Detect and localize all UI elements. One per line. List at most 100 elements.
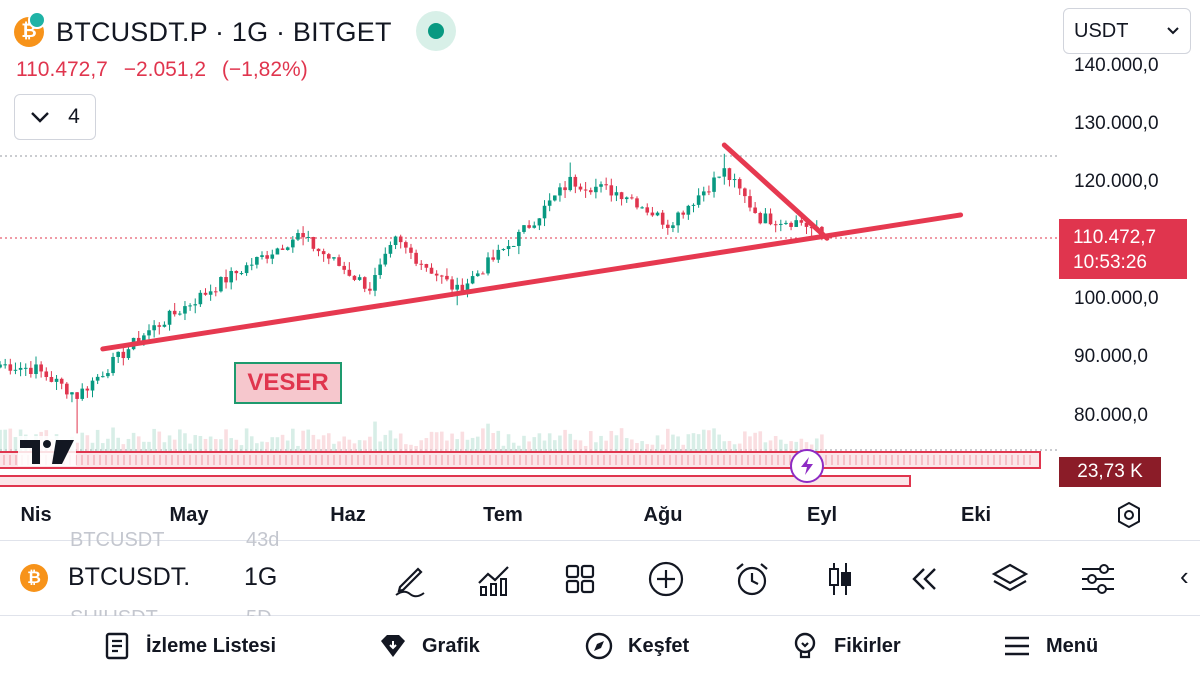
volume-bar	[229, 438, 233, 452]
volume-bar	[332, 443, 336, 452]
volume-bar	[419, 440, 424, 452]
rewind-icon[interactable]	[904, 559, 944, 599]
volume-bar	[594, 442, 598, 452]
nav-explore[interactable]: Keşfet	[584, 630, 689, 662]
layers-icon[interactable]	[990, 559, 1030, 599]
volume-bar	[296, 445, 300, 452]
price-chart[interactable]	[0, 0, 1200, 540]
nav-chart[interactable]: Grafik	[378, 630, 480, 662]
candle	[157, 322, 162, 335]
chart-header[interactable]: ₿ BTCUSDT.P · 1G · BITGET	[14, 11, 392, 52]
indicators-icon[interactable]	[474, 559, 514, 599]
plus-icon[interactable]	[646, 559, 686, 599]
volume-bar	[167, 435, 172, 452]
market-open-status-icon[interactable]	[416, 11, 456, 51]
candle	[594, 178, 598, 199]
volume-bar	[645, 444, 650, 452]
candle	[188, 303, 192, 311]
volume-bar	[126, 438, 131, 452]
volume-bar	[265, 442, 269, 452]
volume-bar	[470, 437, 475, 452]
nav-menu[interactable]: Menü	[1002, 630, 1098, 662]
indicators-collapse-button[interactable]: 4	[14, 94, 96, 140]
nav-watchlist[interactable]: İzleme Listesi	[102, 630, 276, 662]
lightning-icon[interactable]	[790, 449, 824, 483]
volume-bar	[291, 428, 295, 452]
candle	[475, 270, 480, 277]
candle	[352, 275, 357, 282]
candle	[147, 324, 151, 340]
candle	[553, 195, 557, 202]
bitcoin-coin-icon: ₿	[20, 564, 48, 592]
annotation-label[interactable]: VESER	[234, 362, 342, 404]
candle	[655, 211, 660, 217]
candle	[126, 345, 131, 360]
volume-bar	[162, 442, 167, 452]
candles-icon[interactable]	[820, 559, 860, 599]
volume-band-2[interactable]	[0, 475, 911, 487]
candle	[291, 236, 295, 253]
candle	[701, 186, 706, 202]
volume-bar	[352, 443, 357, 452]
candle	[373, 267, 377, 297]
nav-ideas-label: Fikirler	[834, 634, 901, 657]
volume-bar	[599, 435, 603, 452]
candle	[445, 268, 449, 282]
toolbar-interval[interactable]: 1G	[244, 563, 278, 591]
candle	[439, 274, 444, 284]
volume-bar	[429, 431, 434, 452]
candle	[0, 361, 2, 369]
alarm-icon[interactable]	[732, 559, 772, 599]
candle	[59, 377, 64, 390]
chart-toolbar: BTCUSDT 43d SUIUSDT 5D ₿ BTCUSDT. 1G	[0, 529, 1200, 629]
volume-bar	[3, 429, 7, 452]
chart-settings-icon[interactable]	[1114, 500, 1144, 530]
bar-countdown: 10:53:26	[1073, 252, 1147, 273]
currency-select[interactable]: USDT	[1063, 8, 1191, 54]
volume-bar	[260, 441, 264, 452]
volume-bar	[681, 444, 686, 452]
candle	[578, 183, 583, 192]
trendlines[interactable]	[100, 142, 964, 352]
candle	[686, 204, 691, 220]
candle	[368, 282, 372, 295]
nav-ideas[interactable]: Fikirler	[790, 630, 901, 662]
volume-bar	[460, 431, 465, 452]
more-tools-chevron[interactable]: ‹	[1180, 561, 1189, 591]
toolbar-symbol[interactable]: BTCUSDT.	[68, 563, 191, 591]
volume-bar	[121, 444, 126, 452]
candle	[496, 244, 501, 263]
volume-bar	[758, 431, 763, 452]
resistance-trendline[interactable]	[721, 142, 830, 241]
volume-bar	[285, 440, 290, 452]
pen-icon[interactable]	[390, 559, 430, 599]
candle	[249, 258, 254, 271]
volume-bar	[660, 444, 665, 452]
support-trendline[interactable]	[100, 212, 964, 352]
volume-bar	[172, 439, 177, 452]
volume-bar	[701, 429, 706, 452]
volume-bar	[183, 433, 187, 452]
candle	[491, 249, 495, 262]
candle	[640, 206, 644, 209]
volume-bar	[727, 440, 732, 452]
candle	[511, 245, 516, 247]
candle	[321, 248, 326, 262]
volume-bar	[311, 434, 316, 452]
candle	[707, 185, 711, 196]
symbol-title[interactable]: BTCUSDT.P · 1G · BITGET	[56, 16, 392, 47]
last-price-tag: 110.472,7 10:53:26	[1059, 219, 1187, 279]
volume-bar	[799, 438, 804, 452]
volume-bar	[383, 434, 388, 452]
volume-bars	[0, 421, 824, 452]
volume-bar	[763, 442, 768, 452]
candle	[342, 261, 346, 275]
candle	[70, 392, 74, 403]
grid-icon[interactable]	[560, 559, 600, 599]
volume-bar	[378, 441, 382, 452]
volume-bar	[506, 434, 511, 452]
candle	[404, 240, 408, 254]
settings-sliders-icon[interactable]	[1078, 559, 1118, 599]
volume-bar	[445, 440, 449, 452]
candle	[414, 249, 418, 267]
